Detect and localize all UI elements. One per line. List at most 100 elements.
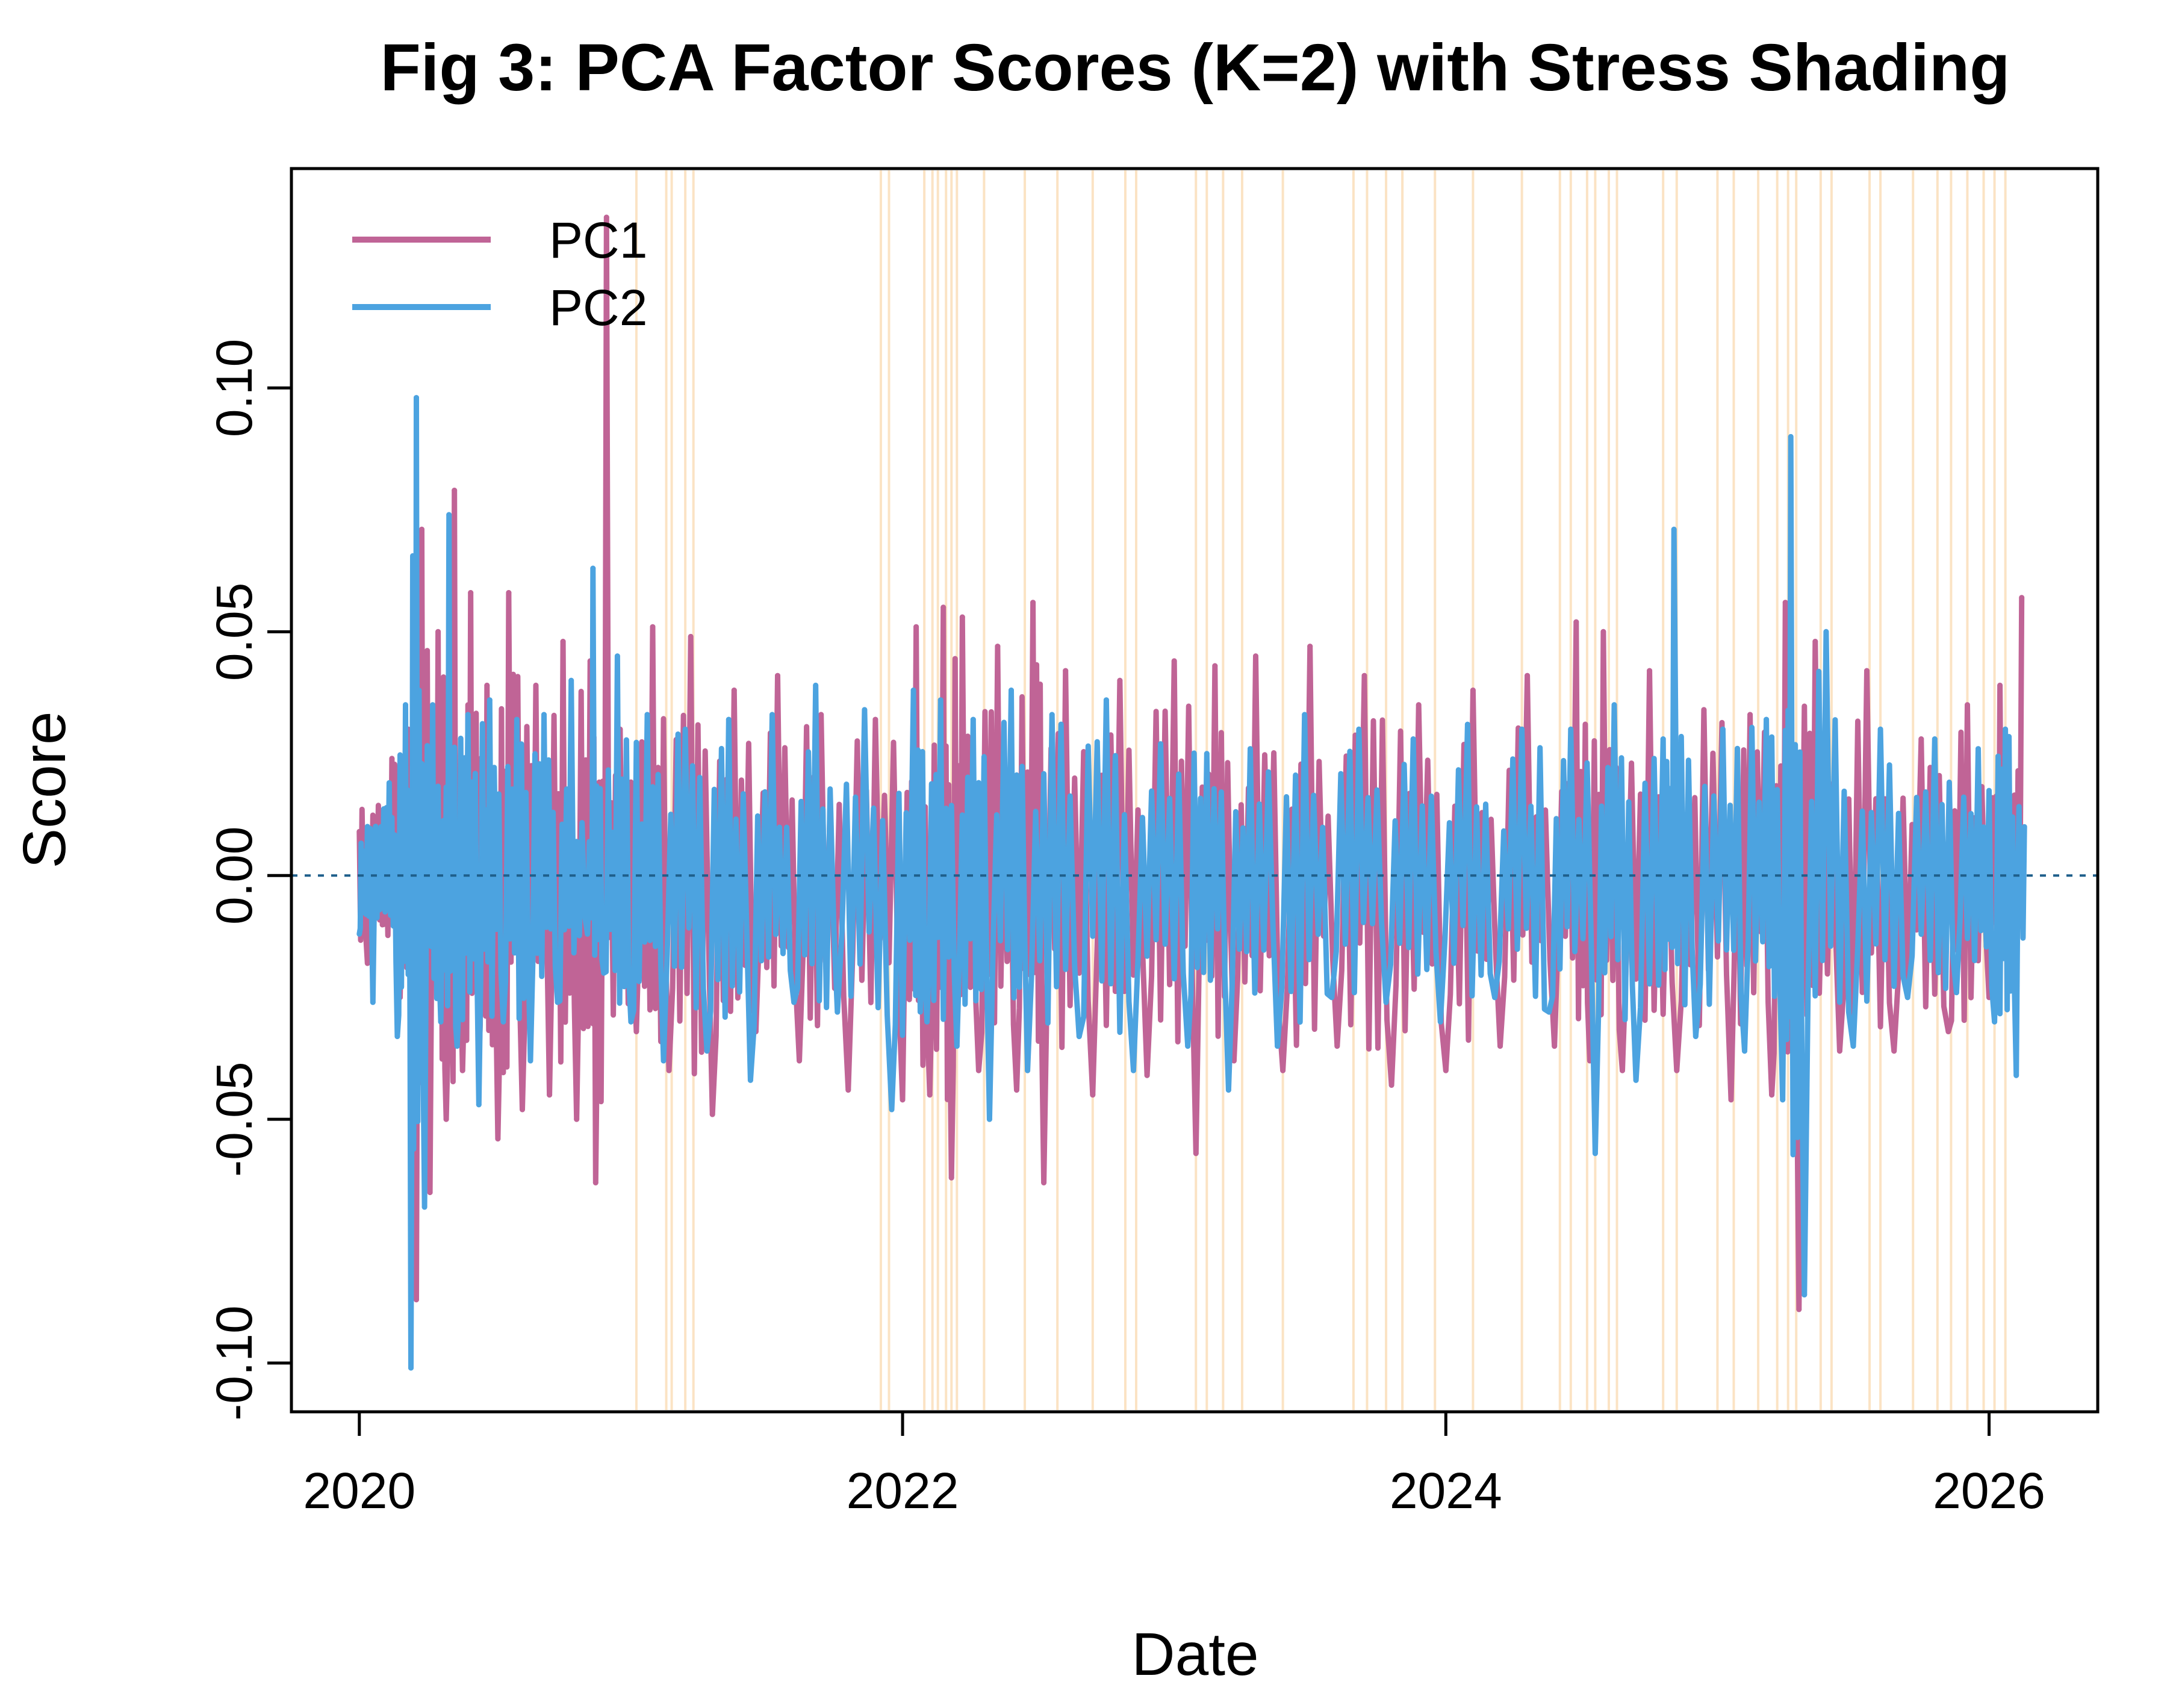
data-point-pc1 [709,1111,715,1117]
data-point-pc2 [1302,712,1308,718]
stress-band [1912,170,1915,1410]
data-point-pc1 [1918,736,1924,742]
data-point-pc2 [747,1077,753,1083]
data-point-pc2 [1932,736,1938,742]
data-point-pc1 [2019,595,2025,601]
data-point-pc1 [1747,712,1753,718]
data-point-pc2 [704,1048,710,1054]
data-point-pc1 [688,633,694,639]
data-point-pc2 [2021,824,2027,830]
data-point-pc1 [1014,1087,1019,1093]
data-point-pc1 [948,1175,954,1181]
x-tick-label: 2024 [1390,1462,1502,1519]
data-point-pc2 [1158,741,1164,747]
stress-band [1240,170,1243,1410]
data-point-pc2 [438,1019,444,1025]
stress-band [1135,170,1138,1410]
y-axis-label: Score [11,711,78,868]
data-point-pc2 [601,970,607,976]
x-tick-label: 2026 [1933,1462,2045,1519]
data-point-pc2 [644,712,650,718]
data-point-pc1 [940,604,947,610]
data-point-pc2 [910,688,916,693]
data-point-pc2 [1693,1034,1699,1039]
y-tick-label: 0.00 [206,826,263,925]
data-point-pc1 [1307,644,1313,650]
data-point-pc1 [1030,600,1036,606]
data-point-pc2 [1633,1077,1639,1083]
data-point-pc2 [1185,1043,1191,1049]
data-point-pc2 [408,1365,414,1371]
data-point-pc2 [1049,712,1055,718]
data-point-pc1 [1171,658,1177,664]
data-point-pc1 [666,1067,672,1073]
data-point-pc1 [1497,1043,1503,1049]
data-point-pc1 [959,614,965,620]
stress-band [1281,170,1284,1410]
data-point-pc2 [1025,1067,1031,1073]
data-point-pc2 [1780,1097,1786,1103]
data-point-pc2 [1850,1043,1856,1049]
data-point-pc1 [603,214,609,220]
data-point-pc1 [633,1028,639,1034]
data-point-pc1 [414,1297,419,1303]
data-point-pc2 [370,999,376,1005]
data-point-pc1 [364,960,370,966]
data-point-pc2 [954,1043,960,1049]
stress-band [670,170,673,1410]
data-point-pc1 [427,1190,433,1196]
data-point-pc2 [1492,995,1497,1001]
data-point-pc1 [1796,1306,1802,1312]
data-point-pc2 [555,999,561,1005]
data-point-pc1 [731,688,737,693]
data-point-pc2 [1904,995,1910,1001]
data-point-pc1 [1620,1067,1625,1073]
data-point-pc1 [1647,668,1653,674]
data-point-pc2 [1009,688,1014,693]
data-point-pc1 [443,1116,449,1122]
data-point-pc1 [435,629,441,635]
data-point-pc1 [1552,1043,1558,1049]
data-point-pc2 [791,999,797,1005]
series-line-pc2 [356,395,2027,1371]
data-point-pc1 [1674,1067,1680,1073]
data-point-pc2 [527,1058,533,1064]
data-point-pc2 [835,1009,841,1015]
data-point-pc2 [514,716,520,722]
data-point-pc1 [547,1092,553,1098]
x-axis-label: Date [1131,1621,1258,1688]
data-point-pc2 [1592,1151,1598,1157]
stress-band [1732,170,1735,1410]
data-point-pc1 [1600,629,1606,635]
data-point-pc2 [661,1058,667,1064]
data-point-pc2 [889,1107,895,1113]
data-point-pc2 [924,1019,930,1025]
data-point-pc2 [386,780,392,786]
data-point-pc2 [1546,1009,1552,1015]
data-point-pc2 [414,395,419,401]
data-point-pc1 [975,1067,981,1073]
data-point-pc2 [1248,746,1253,752]
data-point-pc2 [937,697,943,703]
data-point-pc2 [1131,1067,1136,1073]
data-point-pc2 [726,716,732,722]
data-point-pc2 [628,1019,634,1025]
data-point-pc2 [862,707,868,713]
y-axis: -0.10 -0.05 0.00 0.05 0.10 [206,339,293,1421]
data-point-pc2 [403,702,408,708]
data-point-pc1 [1769,1092,1775,1098]
data-point-pc1 [775,672,780,679]
data-point-pc1 [845,1087,851,1093]
data-point-pc1 [1728,1097,1734,1103]
data-point-pc1 [1965,702,1970,708]
data-point-pc2 [1076,1034,1082,1039]
data-point-pc1 [1090,1092,1096,1098]
data-point-pc1 [533,682,539,688]
data-point-pc1 [356,828,362,834]
data-point-pc1 [484,682,490,688]
data-point-pc2 [541,712,547,718]
stress-band [1434,170,1437,1410]
x-axis: 2020 2022 2024 2026 [303,1410,2045,1519]
data-point-pc2 [2013,1072,2019,1078]
